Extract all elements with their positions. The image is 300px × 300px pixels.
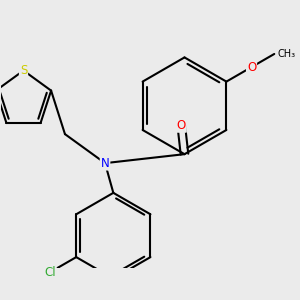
Text: O: O <box>177 119 186 132</box>
Text: N: N <box>101 157 110 169</box>
Text: CH₃: CH₃ <box>278 49 296 59</box>
Text: S: S <box>20 64 27 77</box>
Text: O: O <box>247 61 256 74</box>
Text: Cl: Cl <box>44 266 56 279</box>
